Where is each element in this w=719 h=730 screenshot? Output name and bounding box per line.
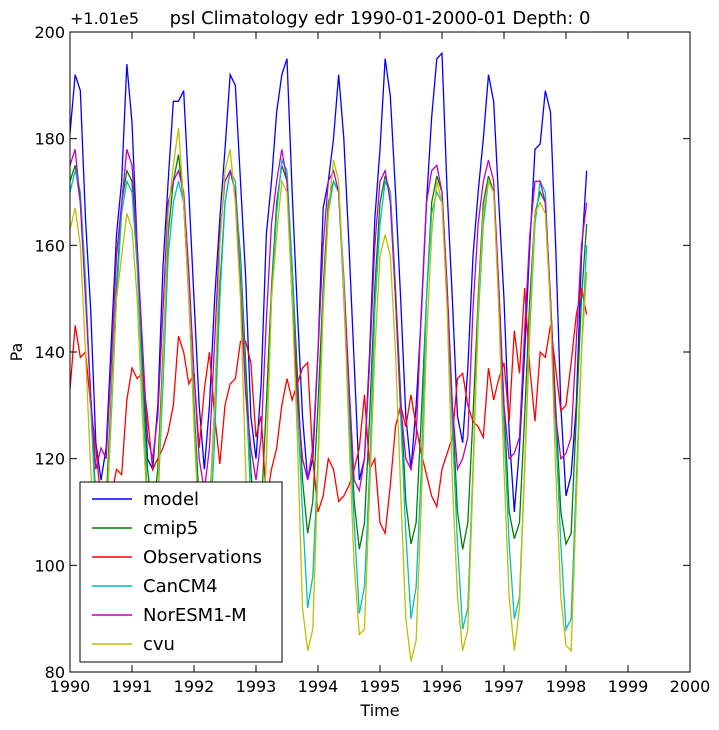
ticks-layer: 1990 1991 1992 1993 1994 1995 1996 1997 1998 1999… [34, 23, 710, 696]
legend-label: cmip5 [143, 518, 198, 539]
legend-box [79, 481, 283, 663]
legend-label: Observations [143, 547, 262, 568]
x-tick-label: 1995 [360, 677, 401, 696]
legend: model cmip5 Observations CanCM4 NorESM1-M cvu [79, 481, 283, 663]
x-tick-label: 2000 [670, 677, 711, 696]
series-line-noresm1-m [69, 149, 588, 493]
x-axis-label: Time [359, 701, 399, 720]
y-tick-label: 200 [34, 23, 65, 42]
chart-title: psl Climatology edr 1990-01-2000-01 Dept… [170, 8, 591, 29]
x-tick-label: 1998 [546, 677, 587, 696]
x-tick-label: 1997 [484, 677, 525, 696]
y-tick-label: 160 [34, 236, 65, 255]
y-axis-label: Pa [7, 343, 26, 362]
y-tick-label: 140 [34, 343, 65, 362]
x-tick-label: 1990 [50, 677, 91, 696]
x-tick-label: 1993 [236, 677, 277, 696]
y-tick-label: 100 [34, 556, 65, 575]
offset-label: +1.01e5 [70, 9, 139, 28]
y-tick-label: 80 [45, 663, 65, 682]
legend-label: NorESM1-M [143, 605, 247, 626]
x-tick-label: 1994 [298, 677, 339, 696]
x-tick-label: 1991 [112, 677, 153, 696]
x-tick-label: 1999 [608, 677, 649, 696]
legend-label: model [143, 489, 199, 510]
legend-label: CanCM4 [143, 576, 218, 597]
x-tick-label: 1996 [422, 677, 463, 696]
legend-label: cvu [143, 634, 175, 655]
x-tick-label: 1992 [174, 677, 215, 696]
y-tick-label: 180 [34, 130, 65, 149]
y-tick-label: 120 [34, 450, 65, 469]
